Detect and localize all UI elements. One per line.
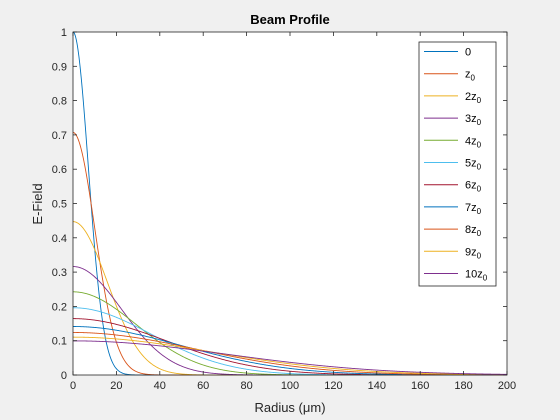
legend-label-8z0: 8z0 <box>465 224 482 238</box>
x-tick-label: 0 <box>70 380 76 392</box>
legend-box <box>418 41 497 287</box>
y-tick-label: 0.7 <box>52 130 67 142</box>
legend-label-z0: z0 <box>465 69 476 83</box>
y-axis-ticks: 0 0.1 0.2 0.3 0.4 0.5 0.6 0.7 0.8 0.9 1 <box>52 27 507 382</box>
legend: 0 z0 2z0 3z0 4z0 5z0 6z0 7z0 8z0 9z0 10z0 <box>418 41 497 287</box>
legend-label-5z0: 5z0 <box>465 158 482 172</box>
x-axis-ticks: 0 20 40 60 80 100 120 140 160 180 200 <box>70 32 516 392</box>
legend-label-7z0: 7z0 <box>465 202 482 216</box>
y-tick-label: 0 <box>61 370 67 382</box>
x-axis-label: Radius (μm) <box>254 400 325 415</box>
x-tick-label: 60 <box>197 380 209 392</box>
y-tick-label: 0.3 <box>52 267 67 279</box>
legend-label-10z0: 10z0 <box>465 269 488 283</box>
y-tick-label: 0.5 <box>52 199 67 211</box>
legend-label-4z0: 4z0 <box>465 135 482 149</box>
y-tick-label: 0.2 <box>52 301 67 313</box>
legend-label-6z0: 6z0 <box>465 180 482 194</box>
x-tick-label: 100 <box>281 380 299 392</box>
y-tick-label: 0.1 <box>52 336 67 348</box>
x-tick-label: 200 <box>498 380 516 392</box>
y-tick-label: 0.9 <box>52 61 67 73</box>
x-tick-label: 160 <box>411 380 429 392</box>
x-tick-label: 80 <box>240 380 252 392</box>
y-tick-label: 1 <box>61 27 67 39</box>
y-tick-label: 0.4 <box>52 233 67 245</box>
x-tick-label: 180 <box>454 380 472 392</box>
x-tick-label: 20 <box>110 380 122 392</box>
y-tick-label: 0.8 <box>52 96 67 108</box>
y-tick-label: 0.6 <box>52 164 67 176</box>
legend-label-3z0: 3z0 <box>465 113 482 127</box>
legend-label-2z0: 2z0 <box>465 91 482 105</box>
x-tick-label: 40 <box>154 380 166 392</box>
series-line-10z0 <box>73 340 508 375</box>
series-line-9z0 <box>73 336 507 376</box>
legend-label-0: 0 <box>465 47 471 59</box>
x-tick-label: 120 <box>324 380 342 392</box>
y-axis-label: E-Field <box>30 183 45 224</box>
x-tick-label: 140 <box>368 380 386 392</box>
chart-title: Beam Profile <box>250 12 329 27</box>
series-line-8z0 <box>73 332 507 376</box>
legend-label-9z0: 9z0 <box>465 246 482 260</box>
